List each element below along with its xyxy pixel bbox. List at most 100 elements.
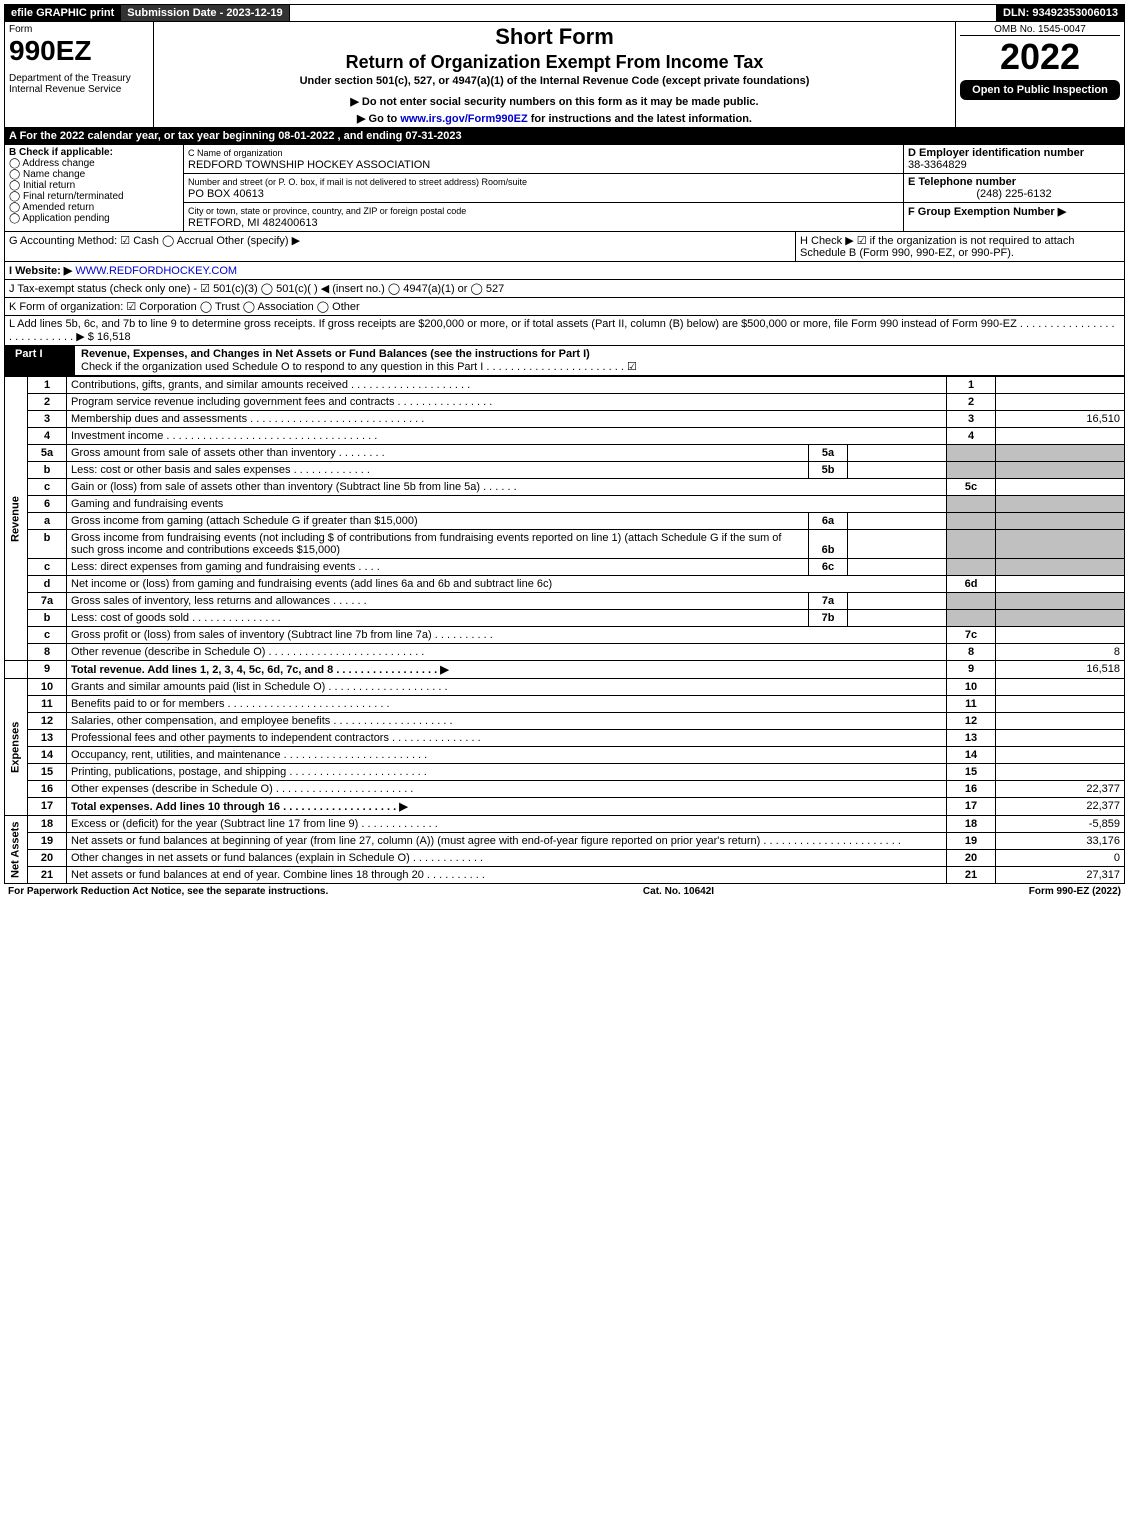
- open-public: Open to Public Inspection: [960, 80, 1120, 100]
- line-16: 16 Other expenses (describe in Schedule …: [5, 781, 1125, 798]
- l8-nc: 8: [947, 644, 996, 661]
- l7a-d: Gross sales of inventory, less returns a…: [71, 595, 330, 607]
- l7b-d: Less: cost of goods sold: [71, 612, 189, 624]
- l17-n: 17: [28, 798, 67, 816]
- section-a: A For the 2022 calendar year, or tax yea…: [4, 128, 1125, 145]
- side-netassets: Net Assets: [5, 816, 28, 884]
- section-c: C Name of organization REDFORD TOWNSHIP …: [184, 145, 904, 231]
- l6b-grey2: [996, 530, 1125, 559]
- row-k: K Form of organization: ☑ Corporation ◯ …: [4, 298, 1125, 316]
- l7b-n: b: [28, 610, 67, 627]
- l17-v: 22,377: [996, 798, 1125, 816]
- line-8: 8 Other revenue (describe in Schedule O)…: [5, 644, 1125, 661]
- b-initial: ◯ Initial return: [9, 180, 179, 191]
- l15-v: [996, 764, 1125, 781]
- l13-nc: 13: [947, 730, 996, 747]
- l1-nc: 1: [947, 377, 996, 394]
- efile-label: efile GRAPHIC print: [5, 5, 121, 21]
- line-5b: b Less: cost or other basis and sales ex…: [5, 462, 1125, 479]
- l5b-sv: [848, 462, 947, 479]
- website-link[interactable]: WWW.REDFORDHOCKEY.COM: [75, 265, 237, 277]
- l12-d: Salaries, other compensation, and employ…: [71, 715, 330, 727]
- l6c-d: Less: direct expenses from gaming and fu…: [71, 561, 355, 573]
- line-7b: b Less: cost of goods sold . . . . . . .…: [5, 610, 1125, 627]
- note-link: ▶ Go to www.irs.gov/Form990EZ for instru…: [158, 112, 951, 125]
- j-text: J Tax-exempt status (check only one) - ☑…: [5, 280, 1124, 297]
- form-label: Form: [9, 24, 149, 35]
- l19-nc: 19: [947, 833, 996, 850]
- l5a-grey2: [996, 445, 1125, 462]
- l7c-nc: 7c: [947, 627, 996, 644]
- line-14: 14 Occupancy, rent, utilities, and maint…: [5, 747, 1125, 764]
- l9-n: 9: [28, 661, 67, 679]
- c-name-block: C Name of organization REDFORD TOWNSHIP …: [184, 145, 903, 174]
- l11-n: 11: [28, 696, 67, 713]
- l8-d: Other revenue (describe in Schedule O): [71, 646, 265, 658]
- l6d-d: Net income or (loss) from gaming and fun…: [67, 576, 947, 593]
- c-street-label: Number and street (or P. O. box, if mail…: [188, 177, 527, 187]
- l6b-grey: [947, 530, 996, 559]
- form-number: 990EZ: [9, 35, 149, 67]
- title-return: Return of Organization Exempt From Incom…: [158, 52, 951, 73]
- l12-nc: 12: [947, 713, 996, 730]
- e-block: E Telephone number (248) 225-6132: [904, 174, 1124, 203]
- l12-n: 12: [28, 713, 67, 730]
- e-val: (248) 225-6132: [908, 188, 1120, 200]
- l5a-d: Gross amount from sale of assets other t…: [71, 447, 336, 459]
- page-footer: For Paperwork Reduction Act Notice, see …: [4, 884, 1125, 899]
- line-7a: 7a Gross sales of inventory, less return…: [5, 593, 1125, 610]
- b-final: ◯ Final return/terminated: [9, 191, 179, 202]
- l1-n: 1: [28, 377, 67, 394]
- side-expenses: Expenses: [5, 679, 28, 816]
- line-20: 20 Other changes in net assets or fund b…: [5, 850, 1125, 867]
- part1-label: Part I: [5, 346, 75, 375]
- b-i0: Address change: [22, 158, 94, 169]
- l3-n: 3: [28, 411, 67, 428]
- l5c-d: Gain or (loss) from sale of assets other…: [71, 481, 480, 493]
- line-11: 11 Benefits paid to or for members . . .…: [5, 696, 1125, 713]
- c-name: REDFORD TOWNSHIP HOCKEY ASSOCIATION: [188, 159, 430, 171]
- line-1: Revenue 1 Contributions, gifts, grants, …: [5, 377, 1125, 394]
- i-block: I Website: ▶ WWW.REDFORDHOCKEY.COM: [5, 262, 1124, 279]
- line-10: Expenses 10 Grants and similar amounts p…: [5, 679, 1125, 696]
- l19-v: 33,176: [996, 833, 1125, 850]
- l5b-grey: [947, 462, 996, 479]
- line-2: 2 Program service revenue including gove…: [5, 394, 1125, 411]
- l-block: L Add lines 5b, 6c, and 7b to line 9 to …: [5, 316, 1124, 345]
- l1-d: Contributions, gifts, grants, and simila…: [71, 379, 348, 391]
- l6a-grey: [947, 513, 996, 530]
- f-label: F Group Exemption Number ▶: [908, 206, 1066, 218]
- l4-d: Investment income: [71, 430, 163, 442]
- omb: OMB No. 1545-0047: [960, 24, 1120, 36]
- l5a-sv: [848, 445, 947, 462]
- line-12: 12 Salaries, other compensation, and emp…: [5, 713, 1125, 730]
- l5c-nc: 5c: [947, 479, 996, 496]
- l5b-d: Less: cost or other basis and sales expe…: [71, 464, 291, 476]
- line-21: 21 Net assets or fund balances at end of…: [5, 867, 1125, 884]
- l7c-n: c: [28, 627, 67, 644]
- row-j: J Tax-exempt status (check only one) - ☑…: [4, 280, 1125, 298]
- l7c-v: [996, 627, 1125, 644]
- d-val: 38-3364829: [908, 159, 967, 171]
- l7a-grey: [947, 593, 996, 610]
- l6d-v: [996, 576, 1125, 593]
- l6d-nc: 6d: [947, 576, 996, 593]
- line-6d: d Net income or (loss) from gaming and f…: [5, 576, 1125, 593]
- line-5a: 5a Gross amount from sale of assets othe…: [5, 445, 1125, 462]
- l21-nc: 21: [947, 867, 996, 884]
- l7a-n: 7a: [28, 593, 67, 610]
- l6a-n: a: [28, 513, 67, 530]
- dln-label: DLN: 93492353006013: [997, 5, 1124, 21]
- line-4: 4 Investment income . . . . . . . . . . …: [5, 428, 1125, 445]
- b-i5: Application pending: [22, 213, 109, 224]
- part1-check: Check if the organization used Schedule …: [81, 361, 637, 373]
- irs-link[interactable]: www.irs.gov/Form990EZ: [400, 113, 527, 125]
- l19-d: Net assets or fund balances at beginning…: [71, 835, 760, 847]
- l7b-grey2: [996, 610, 1125, 627]
- c-city-label: City or town, state or province, country…: [188, 206, 466, 216]
- c-street-block: Number and street (or P. O. box, if mail…: [184, 174, 903, 203]
- form-header: Form 990EZ Department of the Treasury In…: [4, 22, 1125, 128]
- title-short-form: Short Form: [158, 24, 951, 50]
- line-13: 13 Professional fees and other payments …: [5, 730, 1125, 747]
- l7a-grey2: [996, 593, 1125, 610]
